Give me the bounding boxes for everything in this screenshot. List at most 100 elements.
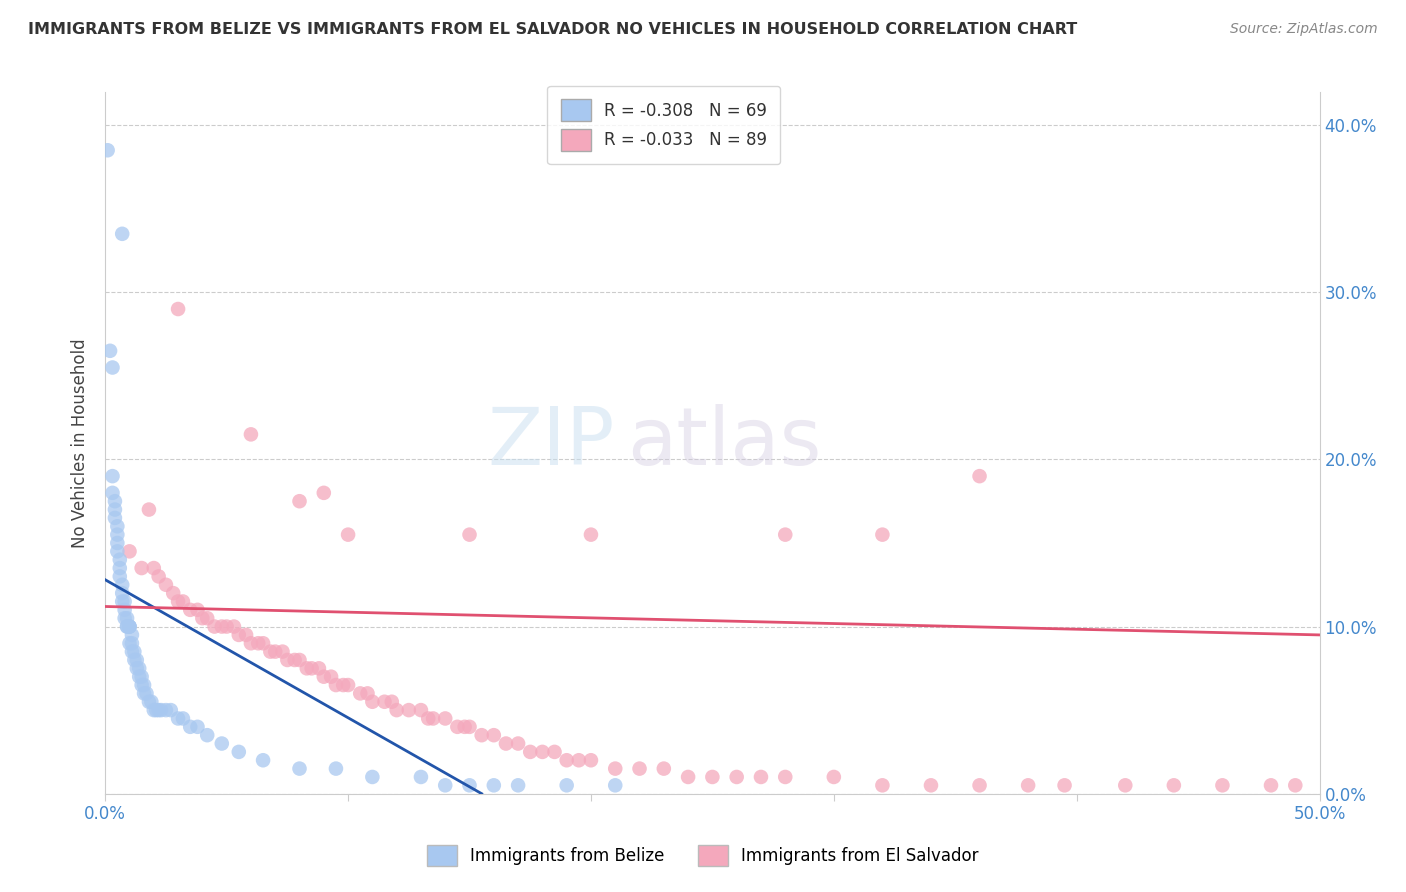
Point: [101, 360, 124, 375]
Point: [725, 770, 748, 784]
Point: [1211, 778, 1233, 792]
Point: [332, 678, 354, 692]
Point: [125, 653, 148, 667]
Point: [446, 720, 468, 734]
Point: [288, 762, 311, 776]
Point: [252, 753, 274, 767]
Point: [105, 536, 128, 550]
Point: [872, 527, 894, 541]
Point: [361, 770, 384, 784]
Point: [138, 695, 160, 709]
Point: [155, 578, 177, 592]
Point: [312, 486, 335, 500]
Point: [141, 695, 163, 709]
Point: [579, 753, 602, 767]
Legend: Immigrants from Belize, Immigrants from El Salvador: Immigrants from Belize, Immigrants from …: [419, 837, 987, 875]
Point: [458, 527, 481, 541]
Point: [434, 711, 457, 725]
Point: [652, 762, 675, 776]
Point: [124, 645, 146, 659]
Point: [111, 586, 134, 600]
Point: [356, 686, 378, 700]
Point: [823, 770, 845, 784]
Point: [398, 703, 420, 717]
Point: [211, 737, 233, 751]
Point: [118, 619, 141, 633]
Point: [373, 695, 395, 709]
Point: [531, 745, 554, 759]
Point: [482, 778, 505, 792]
Point: [252, 636, 274, 650]
Point: [148, 569, 170, 583]
Text: Source: ZipAtlas.com: Source: ZipAtlas.com: [1230, 22, 1378, 37]
Point: [142, 561, 165, 575]
Point: [920, 778, 942, 792]
Point: [135, 686, 157, 700]
Point: [235, 628, 257, 642]
Point: [115, 619, 138, 633]
Point: [121, 645, 143, 659]
Point: [284, 653, 307, 667]
Point: [172, 594, 194, 608]
Point: [319, 670, 342, 684]
Point: [159, 703, 181, 717]
Point: [114, 611, 136, 625]
Point: [179, 603, 201, 617]
Point: [167, 711, 190, 725]
Point: [155, 703, 177, 717]
Point: [775, 770, 797, 784]
Point: [111, 594, 134, 608]
Point: [418, 711, 440, 725]
Point: [142, 703, 165, 717]
Point: [458, 778, 481, 792]
Text: IMMIGRANTS FROM BELIZE VS IMMIGRANTS FROM EL SALVADOR NO VEHICLES IN HOUSEHOLD C: IMMIGRANTS FROM BELIZE VS IMMIGRANTS FRO…: [28, 22, 1077, 37]
Point: [131, 561, 153, 575]
Point: [167, 301, 190, 316]
Text: atlas: atlas: [627, 404, 821, 482]
Point: [555, 753, 578, 767]
Point: [128, 661, 150, 675]
Point: [337, 678, 360, 692]
Point: [276, 653, 298, 667]
Point: [568, 753, 591, 767]
Point: [676, 770, 699, 784]
Point: [121, 636, 143, 650]
Point: [204, 619, 226, 633]
Point: [125, 661, 148, 675]
Point: [114, 594, 136, 608]
Point: [453, 720, 475, 734]
Point: [308, 661, 330, 675]
Point: [422, 711, 444, 725]
Point: [228, 745, 250, 759]
Point: [131, 678, 153, 692]
Point: [118, 544, 141, 558]
Point: [471, 728, 494, 742]
Point: [288, 494, 311, 508]
Point: [301, 661, 323, 675]
Point: [105, 519, 128, 533]
Point: [124, 653, 146, 667]
Point: [114, 603, 136, 617]
Point: [132, 678, 155, 692]
Point: [381, 695, 404, 709]
Point: [105, 544, 128, 558]
Point: [108, 552, 131, 566]
Point: [150, 703, 173, 717]
Point: [325, 762, 347, 776]
Point: [247, 636, 270, 650]
Point: [775, 527, 797, 541]
Point: [115, 619, 138, 633]
Point: [288, 653, 311, 667]
Point: [555, 778, 578, 792]
Point: [179, 720, 201, 734]
Point: [195, 728, 218, 742]
Text: ZIP: ZIP: [488, 404, 616, 482]
Point: [186, 720, 208, 734]
Point: [228, 628, 250, 642]
Point: [118, 619, 141, 633]
Point: [239, 427, 262, 442]
Point: [215, 619, 238, 633]
Point: [191, 611, 214, 625]
Point: [118, 619, 141, 633]
Point: [97, 143, 120, 157]
